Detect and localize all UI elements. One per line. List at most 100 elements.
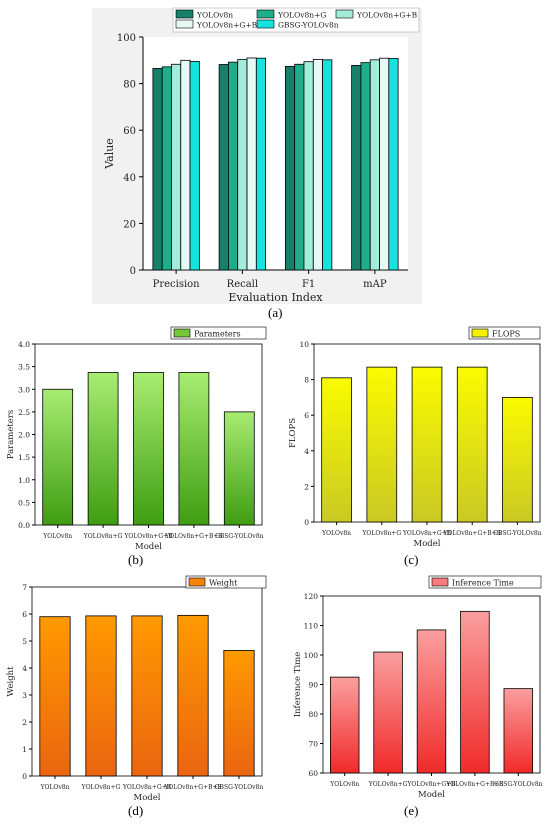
- panel-d-legend-swatch: [188, 577, 206, 587]
- panel-a-legend-swatch: [335, 9, 354, 19]
- panel-d-bar: [223, 650, 255, 777]
- panel-a-bar: [246, 57, 257, 271]
- panel-d-x-tick-label: GBSG-YOLOv8n: [215, 784, 264, 791]
- panel-c-legend-swatch: [471, 328, 489, 338]
- panel-e-legend-label: Inference Time: [452, 579, 514, 588]
- panel-b-bar: [133, 372, 164, 526]
- panel-a-y-tick-label: 100: [117, 33, 136, 44]
- panel-d-y-tick-label: 6: [22, 610, 27, 619]
- panel-c-y-tick-label: 10: [299, 340, 309, 349]
- panel-a-bar: [180, 59, 191, 271]
- panel-b-y-tick-label: 1.0: [18, 476, 30, 485]
- panel-c-bar: [411, 366, 443, 523]
- panel-e-x-tick-label: YOLOv8n: [329, 781, 359, 788]
- panel-c-x-tick-label: YOLOv8n: [321, 530, 351, 537]
- panel-e-bar: [373, 651, 403, 774]
- panel-e-y-tick-label: 110: [304, 622, 319, 631]
- panel-d-y-tick-label: 1: [22, 745, 27, 754]
- panel-a-x-tick-label: Precision: [153, 279, 201, 290]
- panel-d-x-tick-label: YOLOv8n: [40, 784, 70, 791]
- panel-a-legend-label: YOLOv8n+G+B: [356, 11, 418, 20]
- panel-a-legend-swatch: [175, 19, 194, 29]
- panel-e-x-tick-label: GBSG-YOLOv8n: [494, 781, 543, 788]
- panel-b-legend-label: Parameters: [194, 330, 241, 339]
- panel-b-bar: [223, 411, 255, 526]
- panel-d-y-tick-label: 7: [22, 583, 27, 592]
- panel-e-legend-box: [428, 575, 542, 589]
- panel-c-x-axis-label: Model: [413, 539, 440, 549]
- panel-b-y-tick-label: 1.5: [18, 453, 30, 462]
- panel-e-bar: [460, 610, 490, 774]
- panel-c-bar: [366, 366, 398, 523]
- panel-a-legend-swatch: [256, 9, 275, 19]
- panel-a-y-tick-label: 60: [123, 126, 136, 137]
- panel-label-d: (d): [128, 803, 144, 818]
- panel-d-y-tick-label: 4: [22, 664, 27, 673]
- panel-b-x-tick-label: YOLOv8n+G: [83, 533, 123, 540]
- panel-b-y-tick-label: 2.5: [18, 408, 30, 417]
- panel-e-legend-swatch: [431, 577, 449, 587]
- panel-c-x-tick-label: YOLOv8n+G+B+S: [443, 530, 501, 537]
- panel-d-y-tick-label: 3: [22, 691, 27, 700]
- panel-a-bar: [284, 65, 296, 271]
- panel-a-y-tick-label: 20: [123, 219, 136, 230]
- panel-b-y-tick-label: 3.5: [18, 363, 30, 372]
- panel-label-c: (c): [404, 552, 419, 567]
- panel-e-bar: [329, 676, 360, 774]
- panel-d-y-axis-label: Weight: [6, 666, 16, 697]
- panel-c-legend-label: FLOPS: [492, 330, 520, 339]
- panel-d-bar: [85, 615, 117, 777]
- panel-e-y-tick-label: 60: [308, 769, 318, 778]
- panel-a-bar: [379, 57, 390, 271]
- panel-b-bar: [178, 372, 210, 526]
- panel-d-bar: [39, 616, 71, 777]
- panel-a-bar: [228, 61, 239, 271]
- panel-e-y-tick-label: 80: [308, 710, 318, 719]
- panel-a-x-tick-label: mAP: [363, 279, 387, 290]
- panel-d-x-tick-label: YOLOv8n+G+B: [122, 784, 172, 791]
- panel-c-x-tick-label: YOLOv8n+G+B: [402, 530, 452, 537]
- panel-d-bar: [177, 614, 209, 777]
- panel-c-y-tick-label: 0: [304, 518, 309, 527]
- panel-b-x-tick-label: YOLOv8n: [42, 533, 72, 540]
- panel-b-bar: [42, 388, 74, 526]
- panel-d-legend-label: Weight: [209, 579, 238, 588]
- panel-c-y-tick-label: 4: [304, 447, 309, 456]
- panel-d-bar: [131, 615, 163, 777]
- panel-a-bar: [152, 68, 163, 271]
- panel-a-legend-label: YOLOv8n+G+B+S: [196, 21, 269, 30]
- panel-e-y-axis-label: Inference Time: [293, 652, 303, 718]
- panel-a-legend-swatch: [175, 9, 194, 19]
- panel-a-bar: [322, 59, 333, 271]
- panel-c-x-tick-label: YOLOv8n+G: [361, 530, 401, 537]
- panel-a-legend-swatch: [256, 19, 275, 29]
- panel-e-y-tick-label: 100: [304, 651, 319, 660]
- panel-b-y-tick-label: 3.0: [18, 385, 30, 394]
- panel-e-x-tick-label: YOLOv8n+G+B: [406, 781, 456, 788]
- panel-a-bar: [255, 57, 267, 271]
- panel-c-bar: [456, 366, 488, 523]
- panel-c-y-axis-label: FLOPS: [288, 418, 298, 448]
- panel-d-x-tick-label: YOLOv8n+G: [81, 784, 121, 791]
- panel-a-bar: [303, 61, 314, 271]
- panel-e-x-tick-label: YOLOv8n+G: [368, 781, 408, 788]
- panel-c-y-tick-label: 2: [304, 482, 309, 491]
- panel-b-y-tick-label: 0.0: [18, 521, 30, 530]
- panel-d-x-tick-label: YOLOv8n+G+B+S: [163, 784, 221, 791]
- panel-a-x-tick-label: Recall: [227, 279, 258, 290]
- panel-c-y-tick-label: 6: [304, 411, 309, 420]
- panel-b-x-tick-label: GBSG-YOLOv8n: [215, 533, 264, 540]
- panel-b-legend-swatch: [173, 328, 191, 338]
- panel-a-bar: [369, 59, 380, 271]
- panel-a-bar: [161, 66, 172, 271]
- panel-label-b: (b): [128, 552, 144, 567]
- panel-a-bar: [360, 62, 371, 271]
- panel-a-bar: [388, 58, 399, 271]
- panel-a-x-tick-label: F1: [302, 279, 315, 290]
- panel-a-legend-label: YOLOv8n+G: [277, 11, 326, 20]
- panel-label-e: (e): [404, 803, 419, 818]
- panel-b-y-axis-label: Parameters: [6, 410, 16, 460]
- panel-d-y-tick-label: 5: [22, 637, 27, 646]
- panel-a-y-tick-label: 40: [123, 173, 136, 184]
- panel-b-legend-box: [170, 326, 267, 340]
